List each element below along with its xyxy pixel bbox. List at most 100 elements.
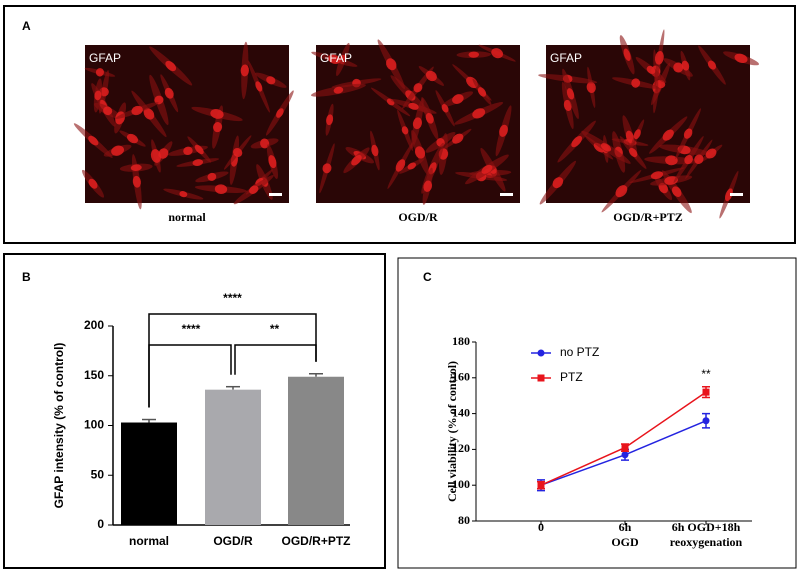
cell-body [425, 112, 434, 124]
y-tick-label: 100 [84, 418, 104, 432]
x-tick-label: normal [129, 534, 169, 548]
cell-body [401, 126, 409, 135]
cell-body [600, 143, 612, 152]
legend-label: no PTZ [560, 345, 599, 359]
cell-body [233, 147, 243, 158]
panel-label: B [22, 270, 31, 284]
significance-bracket [148, 344, 232, 408]
cell-body [586, 81, 596, 94]
cell-body [481, 164, 493, 174]
stain-label: GFAP [550, 51, 582, 65]
y-axis-label: Cell viability (% of control) [445, 361, 459, 502]
legend-marker [537, 374, 545, 382]
cell-body [413, 83, 423, 93]
cell-body [194, 144, 204, 155]
y-tick-label: 50 [91, 467, 105, 481]
cell-body [646, 65, 656, 75]
cell-body [210, 108, 224, 119]
point [621, 444, 629, 452]
y-axis-label: GFAP intensity (% of control) [52, 343, 66, 509]
cell-body [240, 64, 249, 77]
cell-body [371, 144, 379, 157]
cell-body [183, 146, 193, 156]
cell-body [664, 176, 678, 185]
cell-body [351, 155, 362, 166]
cell-body [150, 149, 162, 163]
x-tick-label: OGD/R [213, 534, 253, 548]
scale-bar [500, 193, 513, 196]
point [702, 388, 710, 396]
scale-bar [269, 193, 282, 196]
cell-body [724, 188, 733, 202]
cell-body [412, 117, 422, 130]
image-caption: OGD/R [398, 210, 438, 224]
cell-body [266, 76, 276, 85]
cell-body [491, 48, 504, 59]
panel-b-frame [3, 253, 386, 569]
series-line [540, 391, 707, 486]
cell-body [165, 60, 177, 72]
cell-body [423, 180, 433, 192]
cell-body [631, 78, 641, 88]
cell-body [322, 163, 332, 174]
cell-body [566, 88, 575, 100]
significance-label: **** [182, 322, 201, 336]
cell-body [472, 108, 486, 119]
x-tick-label: 0 [538, 520, 544, 534]
scale-bar [730, 193, 743, 196]
cell-body [452, 133, 464, 144]
significance-label: **** [223, 291, 242, 305]
cell-body [658, 182, 669, 194]
cell-body [94, 90, 102, 101]
cell-body [95, 68, 104, 77]
cell-body [130, 164, 142, 171]
point [702, 417, 710, 425]
cell-body [452, 94, 464, 104]
cell-body [563, 99, 572, 112]
cell-body [665, 155, 678, 166]
cell-body [625, 130, 635, 144]
cell-body [468, 51, 480, 58]
cell-body [734, 53, 748, 64]
cell-body [477, 87, 487, 97]
x-tick-label: OGD/R+PTZ [281, 534, 350, 548]
cell-body [414, 146, 426, 159]
cell-body [654, 50, 664, 65]
cell-body [633, 129, 641, 140]
cell-body [571, 135, 583, 148]
y-tick-label: 160 [452, 370, 470, 384]
panel-label: A [22, 19, 31, 33]
cell-body [111, 145, 125, 156]
cell-body [88, 135, 99, 146]
stain-label: GFAP [320, 51, 352, 65]
panel-a-frame [3, 5, 796, 244]
x-tick-label: 6h [619, 520, 632, 534]
x-tick-label: OGD [611, 535, 639, 549]
cell-body [673, 62, 684, 73]
cell-body [683, 128, 693, 139]
cell-body [408, 102, 419, 110]
cell-body [268, 155, 277, 169]
significance-label: ** [270, 322, 280, 336]
cell-body [615, 185, 628, 198]
cell-body [395, 159, 406, 172]
cell-body [623, 48, 631, 61]
y-tick-label: 120 [452, 441, 470, 455]
y-tick-label: 150 [84, 368, 104, 382]
cell-body [154, 95, 164, 105]
cell-body [179, 191, 188, 198]
cell-body [88, 178, 98, 189]
cell-body [407, 162, 417, 170]
y-tick-label: 80 [458, 513, 470, 527]
cell-body [628, 147, 638, 158]
cell-body [192, 159, 204, 166]
panel-c-frame [397, 257, 797, 569]
cell-body [499, 124, 508, 137]
cell-body [333, 86, 344, 94]
cell-body [255, 81, 263, 92]
y-tick-label: 100 [452, 477, 470, 491]
panel-label: C [423, 270, 432, 284]
legend-label: PTZ [560, 370, 583, 384]
cell-body [552, 177, 564, 189]
cell-body [441, 104, 449, 113]
